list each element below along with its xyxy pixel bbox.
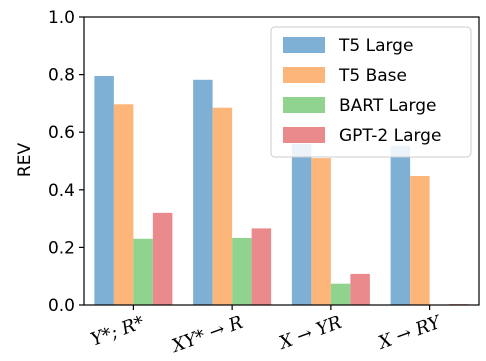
y-axis-label: REV	[15, 143, 35, 178]
bar	[251, 228, 272, 305]
y-tick-label: 0.4	[48, 181, 75, 201]
legend-swatch	[283, 67, 325, 83]
y-axis-ticks: 0.0 0.2 0.4 0.6 0.8 1.0	[48, 8, 84, 316]
y-tick-label: 0.8	[48, 66, 75, 86]
legend-swatch	[283, 97, 325, 113]
bar	[193, 79, 213, 305]
bar	[232, 237, 252, 305]
bar	[350, 273, 370, 305]
y-tick-label: 0.2	[48, 238, 75, 258]
bars-group	[94, 76, 469, 305]
bar	[133, 238, 153, 305]
y-tick-label: 0.6	[48, 123, 75, 143]
x-tick-label: Y*; R*	[88, 312, 147, 351]
legend-swatch	[283, 37, 325, 53]
plot-frame	[83, 16, 480, 306]
legend-label: T5 Base	[338, 66, 407, 86]
legend-label: T5 Large	[338, 36, 413, 56]
bar	[390, 145, 411, 305]
bar	[212, 107, 233, 305]
bar	[330, 283, 351, 305]
legend-label: GPT-2 Large	[339, 126, 441, 146]
x-tick-label: X → YR	[275, 312, 345, 355]
bar	[94, 76, 114, 305]
bar	[311, 158, 331, 305]
bar	[152, 212, 173, 305]
bar	[113, 104, 134, 305]
legend-swatch	[283, 127, 325, 143]
x-tick-label: X → RY	[374, 311, 445, 354]
y-tick-label: 0.0	[48, 296, 75, 316]
legend: T5 Large T5 Base BART Large GPT-2 Large	[270, 26, 472, 158]
x-axis-ticks: Y*; R* XY* → R X → YR X → RY	[88, 305, 445, 358]
bar	[410, 175, 430, 305]
x-tick-label: XY* → R	[167, 312, 245, 358]
legend-label: BART Large	[339, 96, 436, 116]
y-tick-label: 1.0	[48, 8, 75, 28]
legend-box	[270, 26, 472, 158]
bar	[291, 143, 312, 305]
